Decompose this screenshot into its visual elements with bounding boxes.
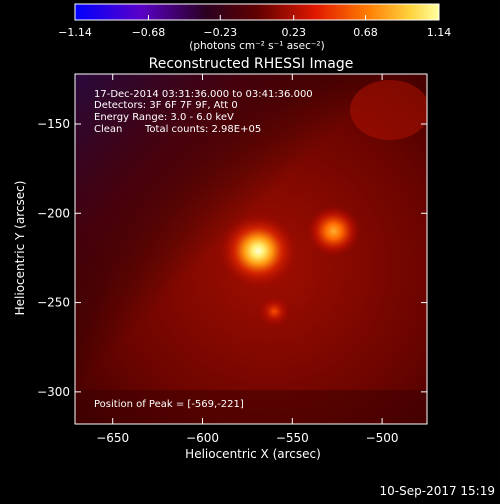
source-3	[257, 295, 292, 328]
annotation-block: 17-Dec-2014 03:31:36.000 to 03:41:36.000…	[94, 89, 313, 410]
x-tick-label: −550	[276, 431, 309, 445]
source-1	[218, 212, 299, 289]
annotation-time-range: 17-Dec-2014 03:31:36.000 to 03:41:36.000	[94, 89, 313, 100]
colorbar-tick-label: 0.23	[281, 26, 306, 39]
annotation-energy: Energy Range: 3.0 - 6.0 keV	[94, 112, 234, 123]
x-tick-label: −650	[96, 431, 129, 445]
colorbar-tick-label: −0.23	[203, 26, 237, 39]
colorbar-tick-label: 1.14	[427, 26, 452, 39]
y-tick-label: −300	[37, 385, 70, 399]
colorbar-tick-label: −0.68	[132, 26, 166, 39]
x-tick-label: −500	[366, 431, 399, 445]
y-tick-label: −150	[37, 117, 70, 131]
heatmap-image	[75, 74, 427, 424]
annotation-detectors: Detectors: 3F 6F 7F 9F, Att 0	[94, 100, 238, 111]
colorbar-ticks: −1.14 −0.68 −0.23 0.23 0.68 1.14	[58, 15, 451, 39]
footer-timestamp: 10-Sep-2017 15:19	[380, 484, 495, 498]
colorbar-unit-label: (photons cm⁻² s⁻¹ asec⁻²)	[189, 40, 324, 52]
y-tick-label: −250	[37, 296, 70, 310]
y-tick-label: −200	[37, 206, 70, 220]
plot-frame	[74, 73, 428, 425]
chart-title: Reconstructed RHESSI Image	[149, 56, 354, 72]
x-tick-label: −600	[186, 431, 219, 445]
annotation-peak: Position of Peak = [-569,-221]	[94, 399, 244, 410]
source-2	[306, 205, 361, 258]
axes: −650 −600 −550 −500 −300 −250 −200 −150	[37, 74, 427, 445]
x-axis-label: Heliocentric X (arcsec)	[185, 447, 321, 461]
y-axis-label: Heliocentric Y (arcsec)	[13, 181, 27, 316]
colorbar-tick-label: −1.14	[58, 26, 92, 39]
annotation-clean: Clean	[94, 124, 122, 135]
colorbar	[74, 3, 440, 21]
annotation-counts: Total counts: 2.98E+05	[144, 124, 261, 135]
colorbar-tick-label: 0.68	[353, 26, 378, 39]
